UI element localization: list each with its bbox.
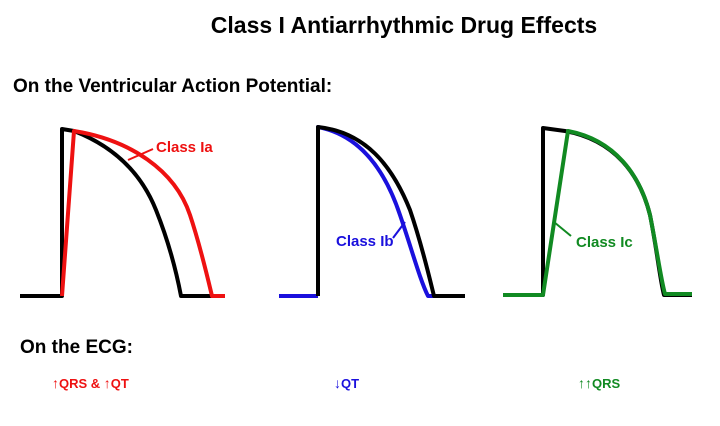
- baseline-action-potential-curve: [316, 125, 465, 298]
- panel-class-ib: Class Ib: [279, 125, 465, 298]
- class-ia-pointer: [127, 148, 154, 161]
- ecg-heading: On the ECG:: [20, 337, 133, 358]
- ecg-effect-text: QT: [110, 376, 129, 391]
- class-ib-pointer: [392, 221, 406, 239]
- class-ic-pointer: [553, 221, 572, 237]
- class-ic-curve: [503, 129, 692, 297]
- class-ib-label: Class Ib: [336, 233, 394, 250]
- page-title: Class I Antiarrhythmic Drug Effects: [210, 12, 598, 38]
- class-ib-curve: [316, 125, 465, 298]
- ecg-effect-text: QRS &: [59, 376, 104, 391]
- up-arrow-icon: ↑: [103, 375, 111, 391]
- class-ic-label: Class Ic: [576, 234, 633, 251]
- ecg-effect-class-ib: ↓QT: [334, 375, 359, 391]
- panel-class-ic: Class Ic: [503, 126, 692, 297]
- action-potential-heading: On the Ventricular Action Potential:: [13, 76, 333, 97]
- down-arrow-icon: ↓: [334, 375, 341, 391]
- double-up-arrow-icon: ↑↑: [578, 375, 592, 391]
- panel-class-ia: Class Ia: [20, 127, 225, 298]
- ecg-effect-text: QRS: [592, 376, 621, 391]
- ecg-effect-class-ia: ↑QRS & ↑QT: [52, 375, 129, 391]
- ecg-effect-text: QT: [341, 376, 360, 391]
- class-ia-label: Class Ia: [156, 139, 213, 156]
- class-ia-curve: [60, 129, 225, 298]
- baseline-action-potential-curve: [503, 126, 692, 297]
- up-arrow-icon: ↑: [52, 375, 59, 391]
- ecg-effect-class-ic: ↑↑QRS: [578, 375, 620, 391]
